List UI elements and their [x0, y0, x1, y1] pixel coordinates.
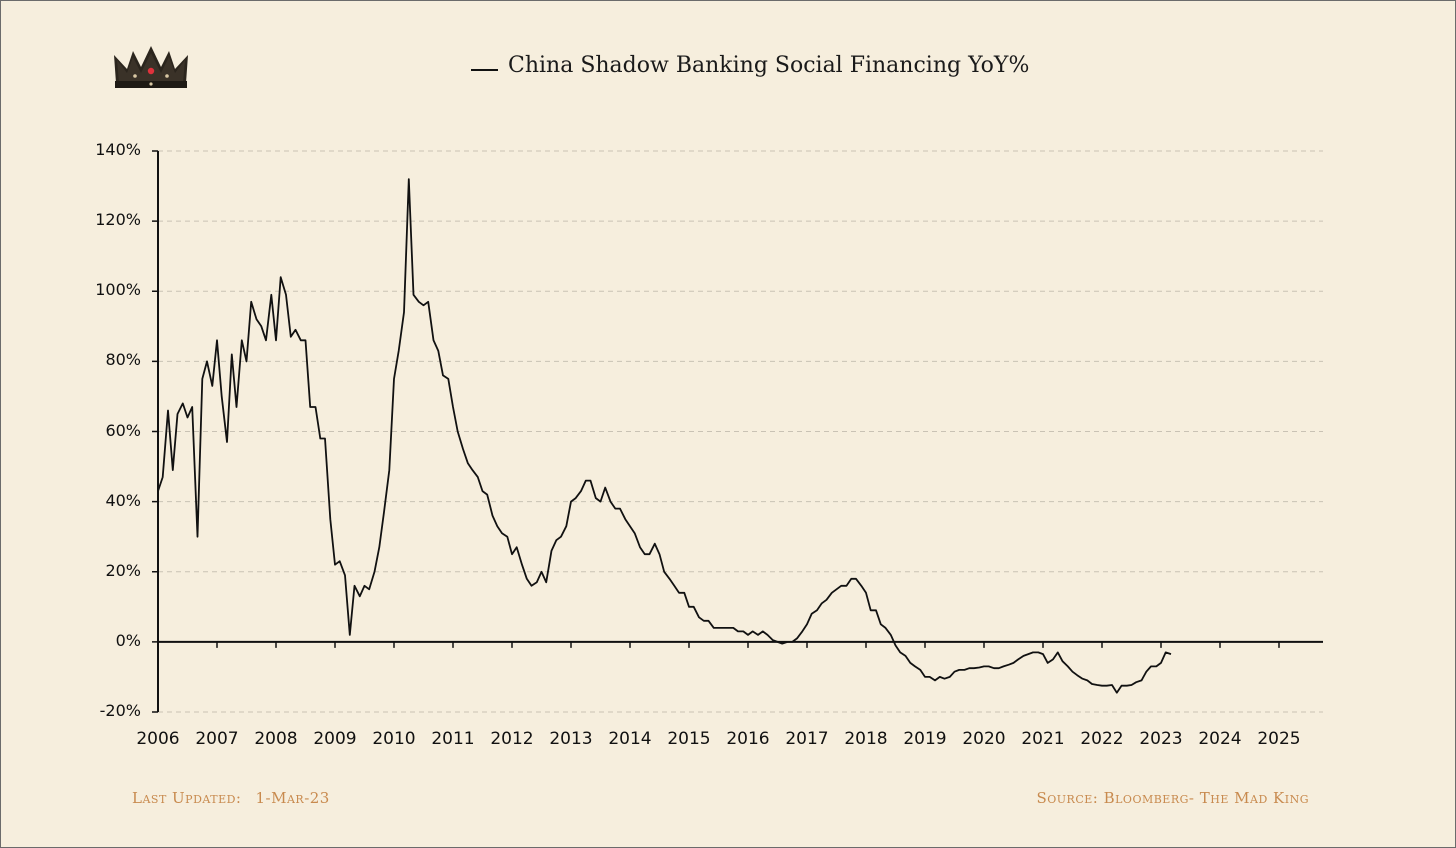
- x-tick-label: 2007: [195, 729, 239, 749]
- y-tick-label: 0%: [115, 630, 141, 650]
- x-tick-label: 2011: [431, 729, 475, 749]
- y-tick-label: 40%: [105, 490, 141, 510]
- footer-last-updated: Last Updated: 1-Mar-23: [132, 789, 330, 807]
- x-tick-label: 2008: [254, 729, 298, 749]
- y-tick-label: 120%: [95, 210, 141, 230]
- x-tick-label: 2010: [372, 729, 416, 749]
- x-tick-label: 2019: [903, 729, 947, 749]
- chart-legend: China Shadow Banking Social Financing Yo…: [471, 53, 1029, 78]
- y-tick-label: -20%: [99, 701, 141, 720]
- x-tick-label: 2012: [490, 729, 534, 749]
- footer-source: Source: Bloomberg- The Mad King: [1036, 789, 1309, 807]
- x-tick-label: 2018: [844, 729, 888, 749]
- x-tick-label: 2006: [136, 729, 180, 749]
- x-tick-label: 2016: [726, 729, 770, 749]
- y-tick-label: 100%: [95, 280, 141, 300]
- series-line-0: [157, 178, 1172, 694]
- x-tick-label: 2020: [962, 729, 1006, 749]
- x-tick-label: 2023: [1139, 729, 1183, 749]
- x-tick-label: 2014: [608, 729, 652, 749]
- legend-label: China Shadow Banking Social Financing Yo…: [508, 53, 1030, 78]
- x-tick-label: 2009: [313, 729, 357, 749]
- y-tick-label: 20%: [105, 560, 141, 580]
- x-tick-label: 2021: [1021, 729, 1065, 749]
- legend-line-swatch: [471, 68, 498, 71]
- x-tick-label: 2015: [667, 729, 711, 749]
- last-updated-label: Last Updated:: [132, 789, 242, 807]
- crown-icon: [114, 46, 188, 88]
- last-updated-value: 1-Mar-23: [255, 789, 330, 807]
- y-tick-label: 80%: [105, 350, 141, 370]
- x-tick-label: 2024: [1198, 729, 1242, 749]
- y-tick-label: 140%: [95, 140, 141, 159]
- y-tick-label: 60%: [105, 420, 141, 440]
- x-tick-label: 2013: [549, 729, 593, 749]
- x-tick-label: 2022: [1080, 729, 1124, 749]
- x-tick-label: 2017: [785, 729, 829, 749]
- x-tick-label: 2025: [1257, 729, 1301, 749]
